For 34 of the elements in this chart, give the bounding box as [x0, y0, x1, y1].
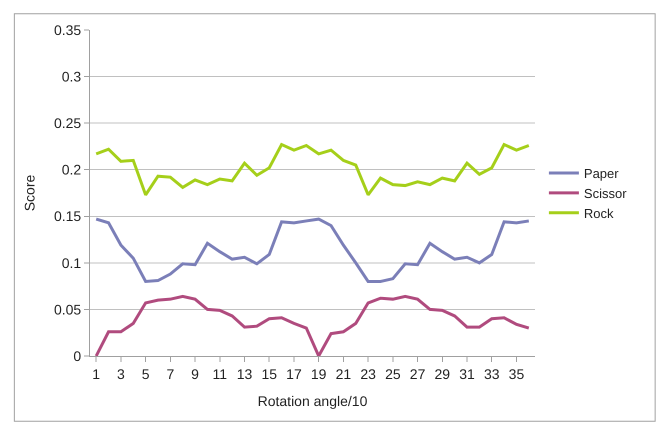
x-tick-label: 5	[142, 366, 150, 382]
x-tick-label: 35	[508, 366, 524, 382]
x-tick-label: 11	[212, 366, 228, 382]
legend-label: Rock	[584, 206, 614, 221]
x-axis-title: Rotation angle/10	[258, 393, 368, 410]
x-tick-label: 3	[117, 366, 125, 382]
y-tick-label: 0.2	[62, 162, 82, 178]
y-axis-title: Score	[22, 174, 38, 212]
y-tick-label: 0.25	[54, 115, 82, 132]
line-series	[94, 294, 530, 356]
x-tick-label: 13	[236, 366, 253, 382]
y-tick-label: 0.15	[54, 208, 82, 224]
y-tick-label: 0	[73, 348, 82, 364]
y-tick-label: 0.05	[54, 301, 82, 318]
x-tick-label: 21	[336, 366, 352, 382]
x-tick-label: 31	[459, 366, 476, 382]
x-tick-label: 25	[385, 366, 401, 382]
x-tick-label: 23	[360, 366, 376, 382]
legend-label: Scissor	[584, 186, 628, 201]
x-tick-label: 33	[484, 366, 500, 382]
x-tick-label: 9	[191, 366, 200, 382]
y-tick-label: 0.3	[62, 68, 82, 84]
x-tick-label: 19	[310, 366, 327, 382]
y-tick-label: 0.1	[62, 254, 82, 271]
y-tick-label: 0.35	[54, 22, 82, 38]
legend-label: Paper	[584, 166, 620, 182]
x-tick-label: 17	[286, 366, 302, 382]
x-tick-label: 7	[166, 366, 174, 382]
x-tick-label: 15	[261, 366, 278, 382]
x-tick-label: 27	[410, 366, 426, 382]
x-tick-label: 1	[92, 366, 100, 382]
line-series	[94, 218, 530, 283]
line-series	[94, 143, 530, 196]
x-tick-label: 29	[434, 366, 450, 382]
